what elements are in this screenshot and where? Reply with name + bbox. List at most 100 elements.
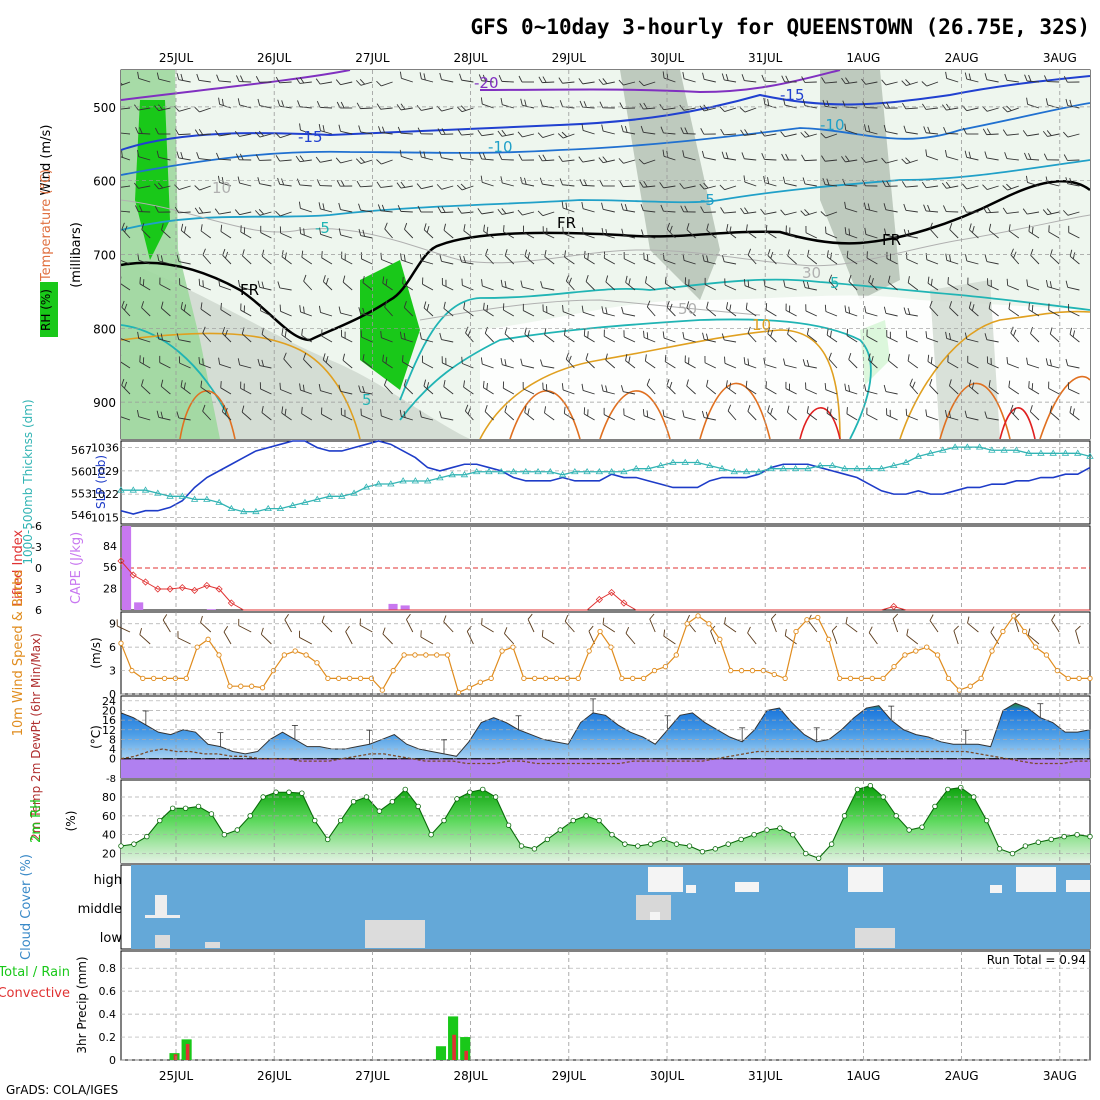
wind-barb [706,301,717,317]
wind-barb [504,405,515,421]
wind-barb [1002,183,1019,191]
wind-barb [544,249,555,265]
wind-barb [380,252,393,265]
date-label-top: 2AUG [945,51,979,65]
rh-point [350,798,357,805]
cape-bar [206,609,216,610]
thickness-series-point [767,464,775,472]
wind-speed-series-point [1076,675,1082,682]
wind-barb [257,98,272,109]
wind-barb [176,254,191,265]
wind-tick-label: 0 [109,688,116,701]
wind-barb [844,305,858,317]
date-label-top: 25JUL [159,51,194,65]
wind-barb [639,102,656,110]
wind-barb [760,208,777,215]
temperature-contour [121,102,1090,176]
thickness-series-point [681,458,689,465]
wind-barb [787,327,797,343]
wind-barb [257,177,272,187]
rh-point [712,846,719,852]
wind-barb [706,223,717,239]
wind-speed-series-point [129,667,135,674]
wind-barb [1063,76,1080,83]
cloud-block [1066,880,1090,892]
cape-tick-label: 84 [103,540,117,553]
wind-barb [906,252,918,265]
wind-barb [362,275,373,291]
wind-barb-10m [602,617,616,633]
thickness-series-point [939,446,947,453]
thickness-series-point [190,495,199,502]
wind-barb [820,132,838,139]
wind-barb [780,131,797,138]
wind-barb [518,75,534,83]
wind-barb [982,184,999,190]
wind-barb [202,326,212,343]
rh-point [906,827,912,833]
wind-barb [318,384,333,395]
cape-tick-label: 56 [103,561,117,574]
lifted-index-point [178,584,186,592]
wind-barb [396,181,413,189]
wind-barb [360,252,373,265]
wind-barb [962,183,979,190]
wind-barb-10m [845,616,858,633]
wind-barb [619,102,636,109]
wind-barb [540,359,555,369]
wind-barb [196,152,211,161]
wind-barb [134,104,151,111]
rh-point [273,789,279,795]
wind-barb [257,358,272,369]
wind-barb [318,202,333,213]
wind-barb-10m [345,625,353,645]
wind-barb [156,150,171,161]
wind-barb [802,177,817,187]
wind-barb [537,210,555,217]
wind-barb [660,126,676,135]
thickness-series-point [178,492,187,499]
wind-speed-series-point [434,652,440,658]
contour-label: 10 [752,316,771,334]
wind-barb [620,203,636,213]
lifted-index-line [120,560,1090,611]
wind-barb-10m [663,629,676,645]
wind-barb [416,104,434,111]
wind-speed-series-point [499,648,505,654]
rh-axis-label: 2m RH [29,799,44,843]
wind-barb [121,150,131,161]
wind-barb [618,158,636,164]
wind-barb [644,354,656,369]
wind-barb [699,104,716,112]
wind-speed-series-point [804,617,810,623]
wind-barb [948,379,959,395]
wind-barb [358,307,373,317]
wind-barb [154,206,171,213]
rh-point [286,789,292,795]
wind-barb [822,178,838,187]
li-tick-label: 0 [35,562,42,575]
rh-point [996,846,1003,852]
wind-barb [194,207,211,214]
wind-barb [886,330,898,343]
rh-point [144,833,150,840]
slp-series [120,440,1091,515]
wind-barb [281,250,292,265]
wind-barb [419,72,434,83]
thickness-series-point [890,461,898,468]
rh-point [1048,836,1054,843]
rh-point [648,841,654,847]
wind-barb [921,81,939,87]
wind-barb [1049,405,1060,421]
wind-barb [724,278,737,291]
wind-barb [439,151,454,161]
rh-point [686,843,693,849]
wind-barb [801,76,817,83]
wind-barb-10m [260,627,272,645]
wind-barb [664,354,676,369]
pressure-tick-label: 800 [93,322,116,336]
wind-barb [139,355,151,369]
contour-label: -10 [820,116,845,134]
wind-barb [419,150,434,161]
